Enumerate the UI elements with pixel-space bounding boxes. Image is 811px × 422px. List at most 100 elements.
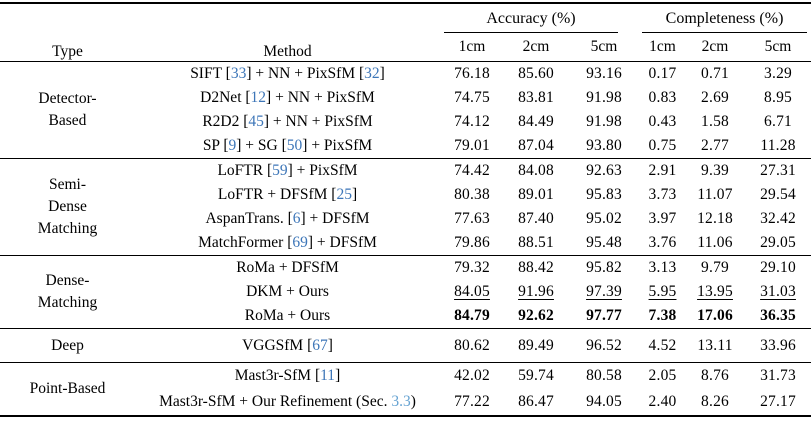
value-cell: 3.76: [648, 234, 677, 252]
table-section-4: Point-Based Mast3r-SfM [11] 42.02 59.74 80.5…: [0, 362, 811, 417]
table-row: AspanTrans. [6] + DFSfM 77.63 87.40 95.02 3.…: [0, 207, 811, 231]
value-cell: 7.38: [648, 307, 677, 325]
method-cell: D2Net [12] + NN + PixSfM: [135, 86, 440, 110]
value-cell: 13.11: [697, 336, 733, 354]
method-text: Mast3r-SfM [: [234, 367, 321, 385]
value-cell: 2.69: [701, 89, 729, 107]
method-text: Mast3r-SfM + Our Refinement (Sec.: [159, 393, 392, 411]
value-cell: 91.96: [518, 283, 554, 301]
value-cell: 88.51: [518, 234, 554, 252]
value-cell: 11.07: [697, 186, 733, 204]
method-text: LoFTR + DFSfM [: [217, 186, 337, 204]
subheader-completeness-2cm: 2cm: [701, 38, 729, 56]
table-row: Mast3r-SfM + Our Refinement (Sec. 3.3) 77…: [0, 389, 811, 416]
method-cell: SIFT [33] + NN + PixSfM [32]: [135, 62, 440, 87]
value-cell: 80.62: [454, 336, 490, 354]
table-row: LoFTR + DFSfM [25] 80.38 89.01 95.83 3.73 11.…: [0, 183, 811, 207]
value-cell: 2.77: [701, 137, 729, 155]
value-cell: 84.49: [518, 113, 554, 131]
value-cell: 29.10: [760, 259, 796, 277]
method-text: R2D2 [: [202, 113, 249, 131]
value-cell: 27.17: [760, 393, 796, 411]
value-cell: 11.06: [697, 234, 733, 252]
value-cell: 17.06: [697, 307, 733, 325]
value-cell: 3.73: [648, 186, 677, 204]
method-text: ]: [327, 336, 333, 354]
value-cell: 76.18: [454, 65, 490, 83]
group-header-accuracy-cell: Accuracy (%): [440, 3, 640, 33]
value-cell: 77.63: [454, 210, 490, 228]
value-cell: 80.38: [454, 186, 490, 204]
value-cell: 33.96: [760, 336, 796, 354]
table-row: MatchFormer [69] + DFSfM 79.86 88.51 95.48 3…: [0, 231, 811, 256]
value-cell: 93.80: [586, 137, 622, 155]
citation-link[interactable]: 67: [312, 336, 328, 354]
value-cell: 4.52: [648, 336, 677, 354]
header-group-row: Type Method Accuracy (%) Completeness (%…: [0, 3, 811, 60]
group-header-accuracy: Accuracy (%): [444, 10, 619, 33]
value-cell: 36.35: [760, 307, 796, 325]
method-text: ] + DFSfM: [300, 210, 370, 228]
method-cell: R2D2 [45] + NN + PixSfM: [135, 110, 440, 134]
table-row: SP [9] + SG [50] + PixSfM 79.01 87.04 93.80…: [0, 134, 811, 159]
value-cell: 0.71: [701, 65, 729, 83]
value-cell: 29.05: [760, 234, 796, 252]
citation-link[interactable]: 6: [292, 210, 301, 228]
value-cell: 92.62: [518, 307, 554, 325]
value-cell: 94.05: [586, 393, 622, 411]
citation-link[interactable]: 25: [336, 186, 352, 204]
table-row: Semi- Dense Matching LoFTR [59] + PixSfM 7…: [0, 159, 811, 237]
value-cell: 84.08: [518, 162, 554, 180]
method-cell: Mast3r-SfM + Our Refinement (Sec. 3.3): [135, 389, 440, 416]
method-text: RoMa + Ours: [244, 307, 331, 325]
method-text: DKM + Ours: [246, 283, 329, 301]
value-cell: 59.74: [518, 367, 554, 385]
value-cell: 97.77: [586, 307, 622, 325]
value-cell: 2.40: [648, 393, 677, 411]
value-cell: 77.22: [454, 393, 490, 411]
citation-link[interactable]: 45: [248, 113, 264, 131]
value-cell: 95.83: [586, 186, 622, 204]
value-cell: 92.63: [586, 162, 622, 180]
table-section-1: Semi- Dense Matching LoFTR [59] + PixSfM 7…: [0, 158, 811, 256]
method-text: LoFTR [: [217, 162, 273, 180]
value-cell: 3.29: [764, 65, 792, 83]
citation-link[interactable]: 50: [286, 137, 303, 155]
header-sub-row: 1cm 2cm 5cm 1cm 2cm 5cm: [0, 33, 811, 62]
citation-link[interactable]: 12: [250, 89, 267, 107]
table-section-3: Deep VGGSfM [67] 80.62 89.49 96.52 4.52 13.11 3…: [0, 328, 811, 363]
value-cell: 0.17: [648, 65, 677, 83]
value-cell: 79.86: [454, 234, 490, 252]
value-cell: 3.97: [648, 210, 677, 228]
citation-link[interactable]: 11: [320, 367, 336, 385]
method-text: ]: [335, 367, 341, 385]
method-cell: DKM + Ours: [135, 280, 440, 304]
table-header: Type Method Accuracy (%) Completeness (%…: [0, 3, 811, 62]
citation-link[interactable]: 32: [364, 65, 380, 83]
citation-link[interactable]: 59: [272, 162, 288, 180]
citation-link[interactable]: 33: [230, 65, 247, 83]
section-link[interactable]: 3.3: [391, 393, 411, 411]
value-cell: 8.26: [701, 393, 729, 411]
value-cell: 91.98: [586, 113, 622, 131]
value-cell: 91.98: [586, 89, 622, 107]
method-cell: RoMa + Ours: [135, 304, 440, 329]
value-cell: 42.02: [454, 367, 490, 385]
table-row: RoMa + Ours 84.79 92.62 97.77 7.38 17.06 36.35: [0, 304, 811, 329]
value-cell: 9.79: [701, 259, 729, 277]
value-cell: 11.28: [760, 137, 796, 155]
citation-link[interactable]: 9: [228, 137, 237, 155]
value-cell: 6.71: [764, 113, 792, 131]
citation-link[interactable]: 69: [292, 234, 308, 252]
table-row: Point-Based Mast3r-SfM [11] 42.02 59.74 80.5…: [0, 363, 811, 397]
value-cell: 74.42: [454, 162, 490, 180]
col-header-type: Type: [52, 43, 83, 61]
method-text: ] + SG [: [236, 137, 287, 155]
value-cell: 93.16: [586, 65, 622, 83]
value-cell: 80.58: [586, 367, 622, 385]
value-cell: 12.18: [697, 210, 733, 228]
table-section-2: Dense- Matching RoMa + DFSfM 79.32 88.42 95.…: [0, 255, 811, 329]
method-text: SP [: [202, 137, 229, 155]
method-cell: SP [9] + SG [50] + PixSfM: [135, 134, 440, 159]
